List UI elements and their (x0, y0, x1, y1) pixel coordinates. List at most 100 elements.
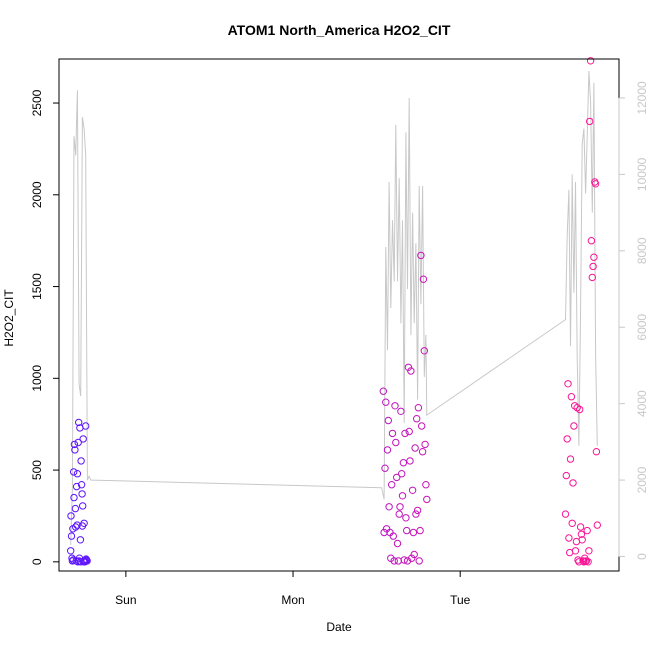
data-point (421, 440, 429, 449)
data-point (83, 557, 91, 565)
data-point (420, 347, 428, 355)
data-point (571, 547, 580, 555)
data-point (568, 519, 576, 527)
y2-tick-label: 8000 (635, 237, 649, 264)
data-point (399, 459, 408, 467)
y-tick-label: 0 (30, 558, 44, 565)
data-point (393, 539, 402, 548)
data-point (382, 398, 390, 406)
data-point (413, 506, 422, 515)
data-point (416, 526, 424, 535)
data-point (379, 387, 387, 395)
data-point (383, 446, 392, 454)
data-point (414, 404, 423, 412)
data-point (587, 237, 596, 245)
data-point (77, 481, 86, 489)
data-point (585, 547, 593, 555)
data-point (401, 429, 409, 438)
data-point (72, 482, 81, 491)
data-point (73, 470, 82, 478)
data-point (567, 393, 576, 401)
data-point (418, 448, 427, 456)
line-series-path (70, 71, 598, 546)
data-point (576, 523, 585, 531)
data-point (417, 251, 425, 260)
data-point (75, 418, 83, 427)
data-point (400, 556, 408, 564)
data-point (405, 427, 413, 436)
data-point (566, 455, 575, 463)
data-point (561, 510, 570, 518)
data-point (412, 510, 420, 518)
x-tick-label: Tue (450, 593, 471, 607)
data-point (408, 486, 417, 494)
y-tick-label: 1000 (30, 365, 44, 392)
data-point (404, 363, 413, 371)
data-point (409, 528, 418, 537)
data-point (71, 446, 79, 454)
points-series (67, 57, 601, 566)
data-point (577, 530, 586, 538)
data-point (410, 550, 418, 559)
line-series (70, 71, 598, 546)
data-point (593, 521, 601, 529)
y-tick-label: 500 (30, 460, 44, 480)
data-point (391, 402, 399, 410)
data-point (395, 510, 403, 518)
data-point (590, 253, 598, 261)
y-tick-label: 2000 (30, 181, 44, 208)
x-tick-label: Sun (115, 593, 136, 607)
data-point (390, 557, 398, 565)
data-point (70, 440, 79, 449)
data-point (388, 481, 396, 489)
data-point (570, 422, 578, 430)
x-tick-label: Mon (281, 593, 304, 607)
data-point (381, 464, 389, 472)
data-point (67, 547, 75, 555)
data-point (67, 512, 75, 520)
data-point (70, 493, 78, 502)
y2-tick-label: 0 (635, 553, 649, 560)
chart-title: ATOM1 North_America H2O2_CIT (228, 22, 451, 38)
data-point (408, 554, 416, 562)
data-point (74, 438, 82, 447)
data-point (584, 558, 592, 566)
data-point (586, 57, 595, 65)
data-point (583, 526, 591, 535)
data-point (591, 180, 600, 188)
y2-tick-label: 12000 (635, 81, 649, 115)
data-point (396, 503, 404, 511)
data-point (394, 557, 402, 565)
data-point (384, 416, 392, 425)
y-tick-label: 1500 (30, 273, 44, 300)
data-point (562, 471, 570, 480)
data-point (415, 557, 423, 565)
data-point (76, 536, 85, 544)
data-point (586, 117, 594, 126)
data-point (389, 532, 397, 540)
data-point (79, 435, 87, 443)
data-point (402, 514, 410, 522)
data-point (77, 457, 85, 465)
plot-frame (58, 58, 620, 572)
data-point (78, 490, 86, 498)
y2-tick-label: 2000 (635, 466, 649, 493)
y2-tick-label: 10000 (635, 157, 649, 191)
data-point (576, 405, 584, 414)
data-point (70, 468, 78, 476)
data-point (403, 526, 411, 535)
data-point (79, 502, 87, 510)
data-point (423, 495, 431, 504)
data-point (592, 448, 601, 456)
y-axis-label: H2O2_CIT (2, 289, 16, 347)
data-point (563, 435, 571, 443)
data-point (589, 262, 597, 271)
data-point (588, 273, 596, 282)
data-point (80, 519, 88, 527)
data-point (418, 422, 426, 430)
data-point (407, 367, 415, 375)
y2-tick-label: 4000 (635, 390, 649, 417)
data-point (397, 407, 405, 415)
data-point (82, 422, 90, 430)
